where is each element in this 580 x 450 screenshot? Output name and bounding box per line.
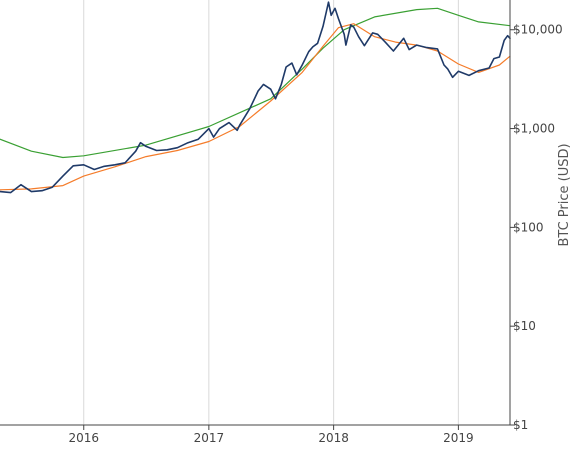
y-tick-label-10000: $10,000 — [513, 23, 563, 37]
x-tick-label-2018: 2018 — [318, 431, 349, 445]
y-tick-label-1000: $1,000 — [513, 122, 555, 136]
x-tick-label-2019: 2019 — [443, 431, 474, 445]
series-lines — [0, 1, 511, 194]
grid-lines — [83, 0, 459, 425]
series-line-price — [0, 1, 511, 194]
y-tick-label-100: $100 — [513, 220, 544, 234]
series-line-ma-long — [0, 7, 511, 159]
x-tick-label-2017: 2017 — [194, 431, 225, 445]
y-axis-title: BTC Price (USD) — [557, 143, 572, 246]
y-tick-label-1: $1 — [513, 418, 528, 432]
axes: 2016 2017 2018 2019 $1 $10 $100 $1,000 $10,000 — [0, 0, 563, 445]
x-tick-label-2016: 2016 — [68, 431, 99, 445]
y-tick-label-10: $10 — [513, 319, 536, 333]
series-line-ma-short — [0, 23, 511, 191]
